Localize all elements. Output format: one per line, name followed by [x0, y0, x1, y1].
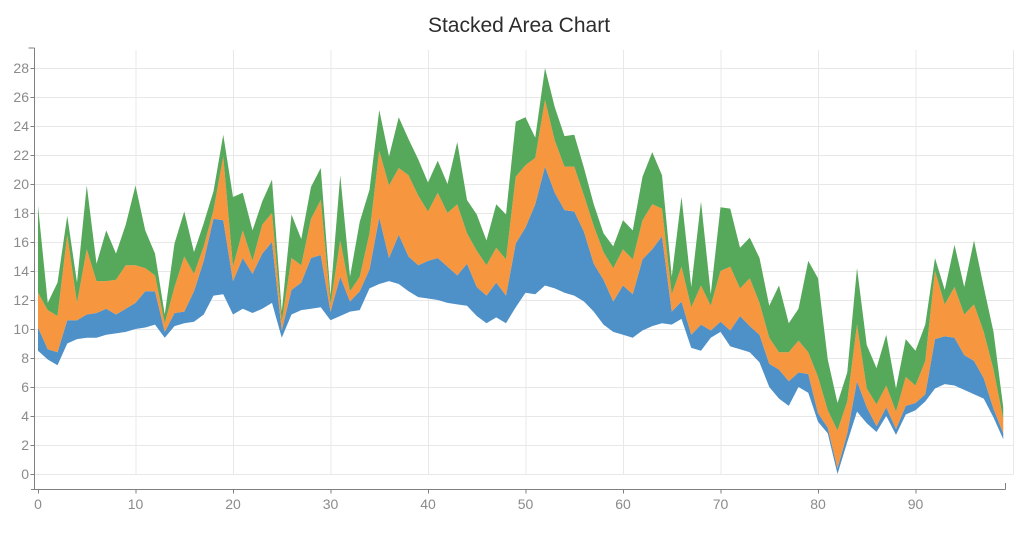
x-tick-label: 50	[518, 496, 534, 512]
x-tick-label: 70	[713, 496, 729, 512]
area-series-group	[38, 68, 1004, 474]
y-tick-label: 6	[21, 379, 29, 395]
x-tick-label: 0	[34, 496, 42, 512]
y-tick-label: 28	[13, 60, 29, 76]
x-tick-label: 20	[225, 496, 241, 512]
y-tick-label: 8	[21, 350, 29, 366]
y-tick-label: 24	[13, 118, 29, 134]
y-tick-label: 10	[13, 321, 29, 337]
x-tick-label: 80	[810, 496, 826, 512]
x-tick-label: 60	[615, 496, 631, 512]
axes	[28, 47, 1006, 494]
area-series-green	[38, 68, 1004, 431]
x-tick-label: 90	[908, 496, 924, 512]
area-series-orange	[38, 99, 1004, 469]
y-tick-label: 0	[21, 466, 29, 482]
chart-title: Stacked Area Chart	[427, 14, 611, 37]
x-tick-label: 30	[323, 496, 339, 512]
y-tick-label: 14	[13, 263, 29, 279]
y-tick-label: 18	[13, 205, 29, 221]
y-tick-label: 26	[13, 89, 29, 105]
y-tick-label: 4	[21, 408, 29, 424]
y-tick-label: 12	[13, 292, 29, 308]
y-tick-label: 16	[13, 234, 29, 250]
y-tick-label: 20	[13, 176, 29, 192]
x-tick-label: 40	[420, 496, 436, 512]
y-tick-label: 2	[21, 437, 29, 453]
x-tick-label: 10	[128, 496, 144, 512]
y-tick-label: 22	[13, 147, 29, 163]
